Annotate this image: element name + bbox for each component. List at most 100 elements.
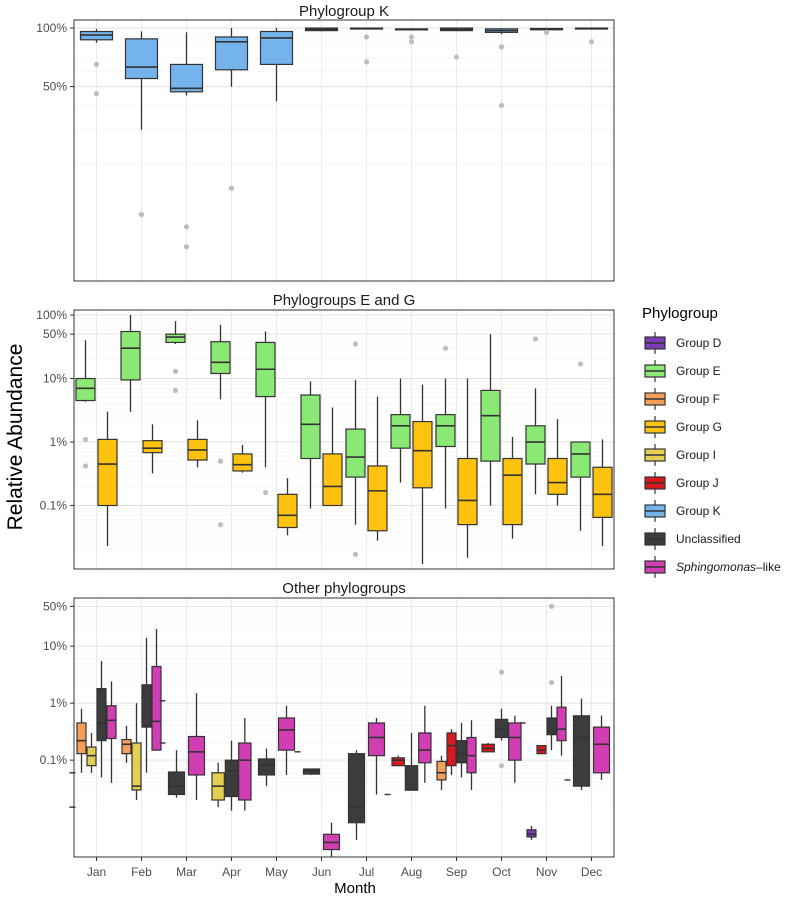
box-iqr bbox=[546, 717, 557, 736]
panel-3: Other phylogroups 50% 10% 1% 0.1% Jan Feb Mar Ap… bbox=[40, 577, 615, 879]
box-iqr bbox=[232, 453, 253, 472]
box-iqr bbox=[347, 753, 366, 824]
box-oct bbox=[481, 743, 495, 753]
box-may bbox=[255, 331, 276, 496]
outlier-point bbox=[82, 463, 89, 469]
box-iqr bbox=[412, 420, 433, 489]
x-tick-label: Sep bbox=[446, 865, 468, 879]
box-jun bbox=[304, 27, 339, 32]
box-mar bbox=[169, 32, 204, 250]
outlier-point bbox=[363, 59, 370, 65]
box-sep bbox=[436, 755, 447, 790]
box-iqr bbox=[322, 453, 343, 507]
box-sep bbox=[435, 345, 456, 509]
box-iqr bbox=[572, 715, 591, 787]
box-apr bbox=[232, 444, 253, 473]
outlier-point bbox=[82, 436, 89, 442]
outlier-point bbox=[93, 61, 100, 68]
box-nov bbox=[525, 336, 546, 495]
box-iqr bbox=[75, 377, 96, 402]
box-iqr bbox=[592, 726, 611, 774]
box-aug bbox=[418, 705, 432, 783]
box-feb bbox=[124, 31, 159, 218]
box-apr bbox=[238, 717, 252, 811]
box-feb bbox=[121, 725, 132, 763]
box-apr bbox=[224, 740, 239, 811]
box-iqr bbox=[120, 330, 141, 381]
box-nov bbox=[556, 675, 567, 756]
box-iqr bbox=[436, 760, 447, 781]
plot-background bbox=[74, 598, 614, 857]
box-mar bbox=[167, 750, 186, 798]
outlier-point bbox=[352, 341, 359, 347]
panel-title: Phylogroups E and G bbox=[273, 292, 416, 309]
legend-item: Sphingomonas–like bbox=[644, 556, 781, 578]
box-iqr bbox=[404, 765, 419, 791]
series-group-d bbox=[526, 825, 537, 840]
legend-label: Sphingomonas–like bbox=[676, 560, 781, 574]
box-iqr bbox=[456, 740, 467, 764]
box-iqr bbox=[259, 30, 294, 66]
box-iqr bbox=[277, 493, 298, 529]
legend-label: Unclassified bbox=[676, 532, 741, 546]
outlier-point bbox=[543, 29, 550, 35]
series-sphingomonas-like bbox=[106, 629, 611, 857]
series-unclassified bbox=[96, 603, 591, 840]
box-apr bbox=[210, 324, 231, 528]
y-tick-label: 1% bbox=[50, 435, 68, 449]
panel-2: Phylogroups E and G 100% 50% 10% 1% 0.1% bbox=[36, 289, 615, 570]
panel-strip bbox=[74, 289, 614, 310]
plot-background bbox=[74, 310, 614, 569]
box-apr bbox=[214, 28, 249, 191]
panel-border bbox=[73, 19, 615, 282]
box-iqr bbox=[169, 63, 204, 93]
panel-border bbox=[73, 597, 615, 858]
box-feb bbox=[151, 629, 162, 751]
box-iqr bbox=[106, 705, 117, 740]
box-jul bbox=[347, 750, 366, 840]
panel-border bbox=[73, 309, 615, 570]
box-iqr bbox=[367, 465, 388, 532]
box-iqr bbox=[345, 428, 366, 478]
legend-item: Group J bbox=[644, 472, 719, 494]
box-iqr bbox=[210, 341, 231, 375]
outlier-point bbox=[363, 34, 370, 40]
box-iqr bbox=[446, 732, 457, 767]
box-iqr bbox=[508, 722, 522, 761]
box-jul bbox=[367, 717, 386, 795]
outlier-point bbox=[498, 44, 505, 50]
box-iqr bbox=[592, 466, 613, 518]
y-tick-label: 10% bbox=[43, 639, 67, 653]
box-iqr bbox=[167, 771, 186, 796]
box-iqr bbox=[96, 688, 107, 742]
box-iqr bbox=[367, 722, 386, 757]
outlier-point bbox=[217, 458, 224, 464]
legend-label: Group G bbox=[676, 420, 722, 434]
outlier-point bbox=[262, 489, 269, 496]
panel-strip bbox=[74, 0, 614, 20]
box-nov bbox=[526, 825, 537, 840]
x-tick-label: Dec bbox=[581, 865, 602, 879]
box-jan bbox=[76, 708, 87, 773]
box-nov bbox=[536, 745, 547, 755]
outlier-point bbox=[183, 224, 190, 230]
box-dec bbox=[592, 715, 611, 780]
outlier-point bbox=[228, 185, 235, 191]
box-iqr bbox=[257, 758, 276, 776]
box-feb bbox=[142, 424, 163, 474]
box-jan bbox=[96, 660, 107, 778]
box-iqr bbox=[502, 457, 523, 526]
box-iqr bbox=[142, 440, 163, 454]
x-axis-label: Month bbox=[334, 880, 376, 897]
outlier-point bbox=[498, 102, 505, 109]
panel-strip bbox=[74, 577, 614, 598]
outlier-point bbox=[217, 522, 224, 528]
box-sep bbox=[446, 729, 457, 775]
box-iqr bbox=[151, 665, 162, 751]
box-iqr bbox=[556, 706, 567, 742]
box-iqr bbox=[547, 457, 568, 495]
box-sep bbox=[466, 720, 477, 790]
legend-title: Phylogroup bbox=[642, 305, 718, 322]
legend-item: Group E bbox=[644, 360, 721, 382]
